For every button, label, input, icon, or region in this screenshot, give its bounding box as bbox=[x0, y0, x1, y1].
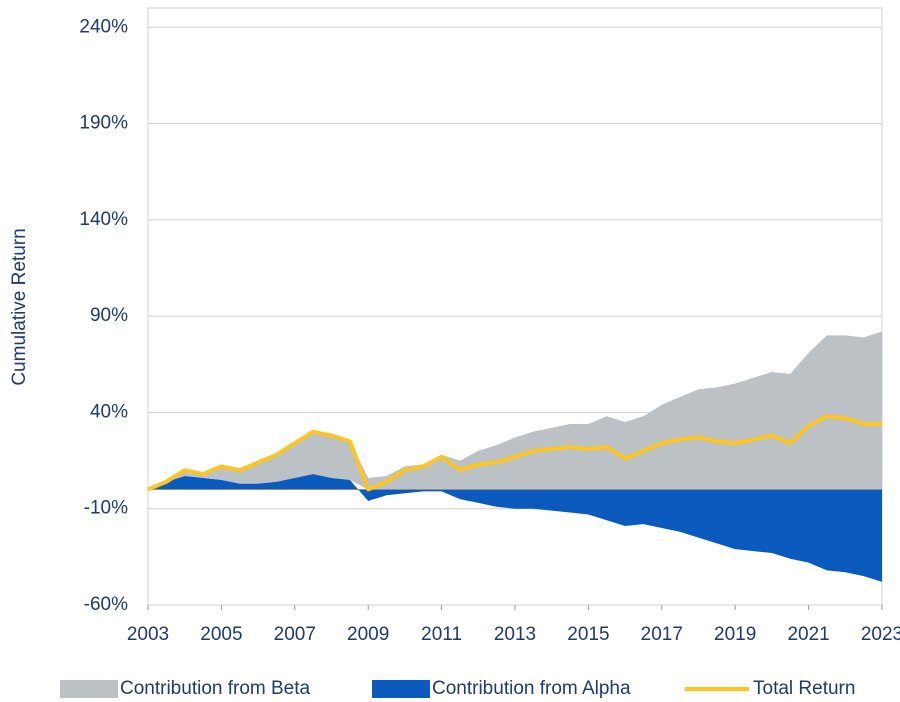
x-tick-label: 2009 bbox=[347, 624, 389, 645]
x-tick-label: 2023 bbox=[861, 624, 900, 645]
y-tick-label: -10% bbox=[84, 498, 128, 519]
x-tick-label: 2007 bbox=[274, 624, 316, 645]
y-tick-label: 90% bbox=[90, 305, 128, 326]
y-tick-label: 190% bbox=[79, 113, 128, 134]
x-tick-label: 2013 bbox=[494, 624, 536, 645]
x-tick-label: 2021 bbox=[787, 624, 829, 645]
area bbox=[148, 331, 882, 490]
line bbox=[147, 414, 882, 492]
legend-label: Contribution from Alpha bbox=[432, 678, 631, 699]
y-tick-label: -60% bbox=[84, 594, 128, 615]
y-axis-label: Cumulative Return bbox=[9, 228, 30, 385]
legend-swatch bbox=[372, 680, 430, 698]
x-tick-label: 2017 bbox=[641, 624, 683, 645]
legend-label: Contribution from Beta bbox=[120, 678, 311, 699]
y-tick-label: 40% bbox=[90, 401, 128, 422]
x-tick-label: 2003 bbox=[127, 624, 169, 645]
y-tick-label: 240% bbox=[79, 16, 128, 37]
x-tick-label: 2011 bbox=[421, 624, 462, 645]
legend-label: Total Return bbox=[753, 678, 855, 699]
y-tick-label: 140% bbox=[79, 209, 128, 230]
x-tick-label: 2015 bbox=[567, 624, 609, 645]
area bbox=[148, 474, 882, 582]
legend-swatch bbox=[60, 680, 118, 698]
x-tick-label: 2019 bbox=[714, 624, 756, 645]
x-tick-label: 2005 bbox=[200, 624, 242, 645]
